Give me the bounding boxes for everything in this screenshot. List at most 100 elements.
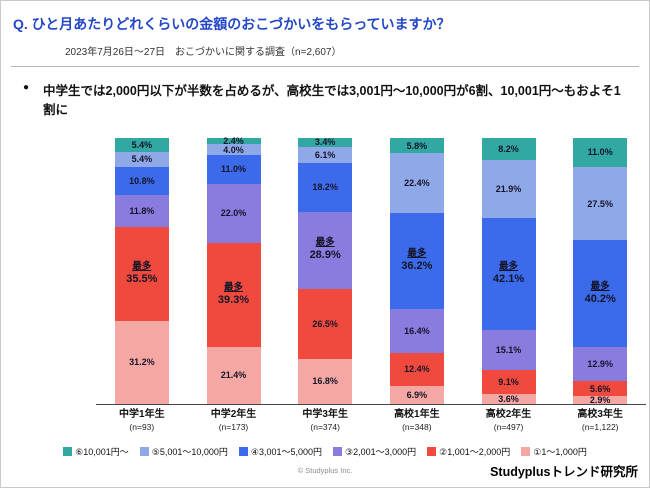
chart-column: 5.8% 22.4% 最多 36.2% 16.4% 12.4% 6.9% 高校1年生 (n=34… [371, 138, 463, 432]
bar-segment: 最多 40.2% [573, 240, 628, 348]
category-label: 中学1年生 (n=93) [119, 409, 165, 432]
segment-value: 21.4% [220, 370, 247, 381]
bar-segment: 21.9% [481, 159, 536, 219]
bar-area: 5.8% 22.4% 最多 36.2% 16.4% 12.4% 6.9% [371, 138, 463, 405]
bar-segment: 18.2% [298, 163, 353, 212]
legend-item: ④3,001～5,000円 [238, 445, 322, 458]
stacked-bar: 2.4% 4.0% 11.0% 22.0% 最多 39.3% 21.4% [206, 136, 261, 404]
chart-legend: ⑥10,001円～ ⑤5,001～10,000円 ④3,001～5,000円 ③2,0… [1, 445, 649, 458]
bar-segment: 5.4% [114, 152, 169, 167]
chart-column: 11.0% 27.5% 最多 40.2% 12.9% 5.6% 2.9% 高校3年生 (n=1,… [554, 138, 647, 432]
bar-segment: 6.9% [389, 385, 444, 404]
bar-segment: 21.4% [206, 347, 261, 404]
stacked-bar-chart: 5.4% 5.4% 10.8% 11.8% 最多 35.5% 31.2% 中学1年生 (n=93… [96, 136, 647, 432]
bar-segment: 11.0% [573, 138, 628, 168]
segment-value: 5.4% [131, 154, 153, 165]
legend-swatch [521, 447, 531, 457]
bar-segment: 最多 36.2% [389, 212, 444, 310]
chart-column: 3.4% 6.1% 18.2% 最多 28.9% 26.5% 16.8% 中学3年生 (n=37… [279, 137, 372, 432]
segment-value: 5.6% [589, 383, 611, 394]
copyright-text: © Studyplus Inc. [297, 466, 353, 475]
bar-segment: 22.4% [389, 153, 444, 213]
segment-value: 10.8% [129, 175, 155, 186]
category-label: 中学2年生 (n=173) [211, 409, 257, 432]
segment-value: 5.8% [406, 140, 428, 151]
max-label: 最多 [407, 248, 427, 260]
segment-label: 11.0% [221, 164, 246, 174]
segment-value: 9.1% [498, 377, 519, 388]
stacked-bar: 5.8% 22.4% 最多 36.2% 16.4% 12.4% 6.9% [389, 138, 444, 404]
category-name: 高校3年生 [577, 409, 623, 420]
legend-label: ④3,001～5,000円 [250, 447, 322, 458]
bar-segment: 10.8% [114, 166, 169, 196]
max-label: 最多 [223, 282, 243, 294]
segment-label: 8.2% [498, 144, 519, 154]
bar-segment: 3.4% [298, 137, 353, 147]
category-label: 高校1年生 (n=348) [394, 409, 440, 432]
segment-label: 5.8% [407, 141, 428, 151]
bar-segment: 最多 35.5% [114, 226, 169, 322]
key-finding: ● 中学生では2,000円以下が半数を占めるが、高校生では3,001円～10,0… [23, 80, 633, 118]
bar-segment: 12.4% [389, 352, 444, 386]
stacked-bar: 11.0% 27.5% 最多 40.2% 12.9% 5.6% 2.9% [573, 138, 628, 405]
segment-label: 最多 42.1% [492, 261, 525, 286]
bar-segment: 5.8% [389, 138, 444, 154]
segment-label: 22.0% [221, 208, 247, 218]
legend-swatch [63, 447, 73, 457]
legend-swatch [333, 447, 342, 457]
segment-value: 18.2% [312, 182, 338, 193]
category-name: 中学3年生 [302, 409, 348, 420]
category-sample-size: (n=348) [402, 421, 432, 432]
legend-swatch [139, 447, 149, 457]
category-name: 高校1年生 [394, 409, 440, 420]
legend-swatch [238, 447, 248, 457]
bar-segment: 12.9% [573, 347, 628, 382]
segment-value: 11.8% [129, 205, 155, 216]
segment-label: 18.2% [312, 182, 338, 192]
category-sample-size: (n=374) [310, 421, 340, 432]
bar-segment: 11.8% [114, 195, 169, 227]
segment-label: 21.9% [496, 184, 522, 194]
segment-value: 15.1% [495, 344, 522, 355]
bar-area: 2.4% 4.0% 11.0% 22.0% 最多 39.3% 21.4% [187, 136, 280, 405]
segment-label: 31.2% [129, 357, 155, 367]
category-sample-size: (n=173) [218, 421, 249, 432]
segment-label: 21.4% [221, 370, 247, 380]
segment-value: 36.2% [401, 260, 433, 273]
segment-value: 2.4% [223, 136, 244, 147]
segment-label: 6.9% [407, 390, 428, 400]
bar-segment: 27.5% [573, 167, 628, 241]
segment-label: 27.5% [587, 199, 613, 209]
bar-segment: 5.6% [573, 381, 628, 397]
segment-label: 15.1% [496, 345, 522, 355]
segment-value: 42.1% [492, 273, 525, 286]
max-label: 最多 [590, 280, 610, 292]
segment-value: 22.0% [220, 208, 247, 219]
segment-label: 9.1% [498, 377, 519, 387]
max-label: 最多 [499, 261, 519, 273]
max-label: 最多 [132, 261, 152, 273]
segment-label: 12.9% [587, 359, 613, 369]
bar-segment: 5.4% [114, 138, 169, 153]
segment-value: 6.9% [406, 389, 428, 400]
category-name: 中学2年生 [210, 409, 257, 420]
segment-value: 12.9% [587, 359, 613, 370]
segment-label: 最多 35.5% [126, 261, 157, 286]
segment-label: 5.4% [132, 140, 153, 150]
segment-value: 40.2% [584, 292, 616, 305]
segment-label: 最多 39.3% [218, 282, 249, 307]
category-label: 高校3年生 (n=1,122) [577, 409, 623, 432]
stacked-bar: 3.4% 6.1% 18.2% 最多 28.9% 26.5% 16.8% [298, 137, 353, 404]
segment-label: 4.0% [223, 145, 244, 155]
category-label: 中学3年生 (n=374) [302, 409, 348, 432]
page-title: Q. ひと月あたりどれくらいの金額のおこづかいをもらっていますか？ [13, 16, 451, 32]
bar-segment: 9.1% [481, 370, 536, 395]
legend-label: ③2,001～3,000円 [345, 447, 417, 458]
segment-label: 3.4% [315, 137, 336, 147]
chart-column: 5.4% 5.4% 10.8% 11.8% 最多 35.5% 31.2% 中学1年生 (n=93… [96, 138, 188, 432]
bar-segment: 16.8% [298, 359, 353, 404]
bar-area: 11.0% 27.5% 最多 40.2% 12.9% 5.6% 2.9% [554, 138, 647, 405]
segment-value: 16.8% [312, 376, 338, 387]
segment-label: 11.8% [129, 206, 154, 216]
header-divider [11, 66, 639, 67]
